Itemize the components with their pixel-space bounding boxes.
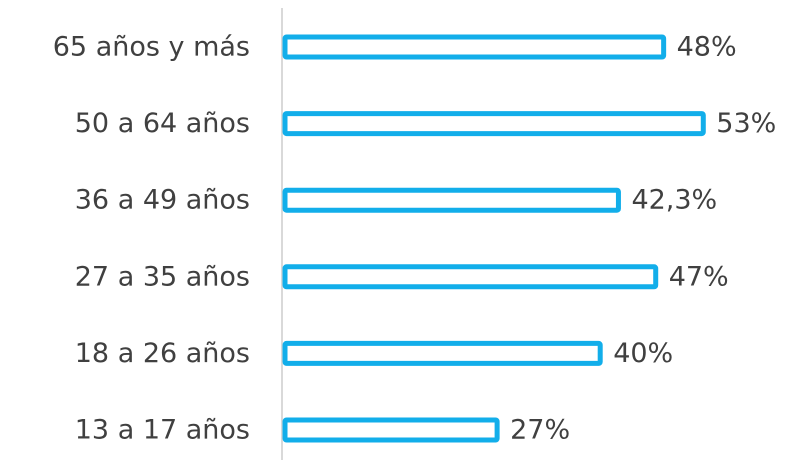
category-label: 13 a 17 años xyxy=(75,415,250,446)
value-label: 47% xyxy=(669,261,729,292)
value-label: 53% xyxy=(716,108,776,139)
value-label: 27% xyxy=(510,415,570,446)
category-label: 65 años y más xyxy=(53,32,250,63)
bar xyxy=(282,111,706,137)
value-label: 42,3% xyxy=(631,185,717,216)
category-label: 27 a 35 años xyxy=(75,261,250,292)
bar xyxy=(282,34,667,60)
category-label: 50 a 64 años xyxy=(75,108,250,139)
value-label: 40% xyxy=(613,338,673,369)
bar xyxy=(282,187,621,213)
bar xyxy=(282,340,603,366)
bar xyxy=(282,417,500,443)
bar xyxy=(282,264,659,290)
category-label: 18 a 26 años xyxy=(75,338,250,369)
category-label: 36 a 49 años xyxy=(75,185,250,216)
value-label: 48% xyxy=(677,32,737,63)
